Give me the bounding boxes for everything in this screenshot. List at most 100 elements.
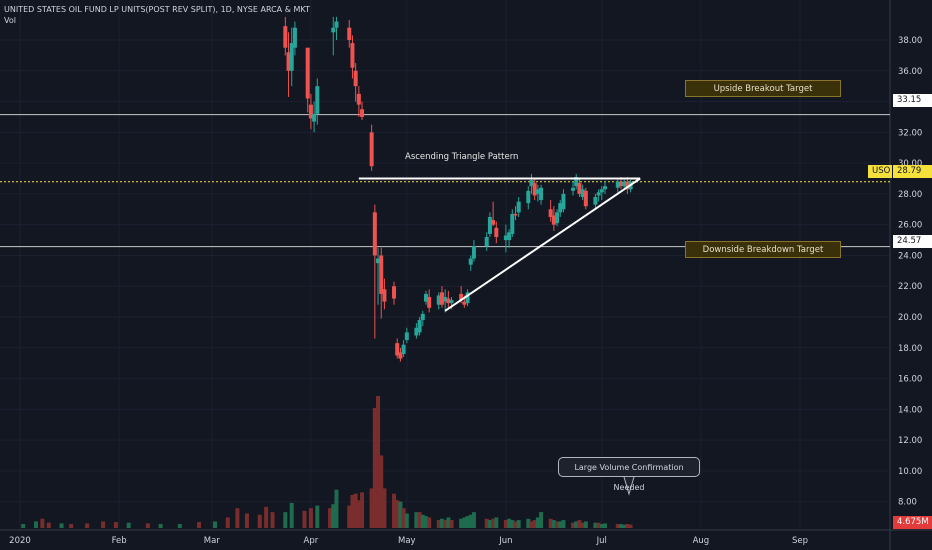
candle-body	[465, 292, 470, 304]
candle-body	[625, 181, 630, 190]
candle-body	[292, 27, 297, 48]
volume-bar	[446, 517, 451, 528]
volume-bar	[197, 522, 202, 528]
volume-bar	[315, 505, 320, 528]
candle-body	[510, 213, 515, 234]
volume-bar	[465, 516, 470, 528]
candle-body	[561, 193, 566, 210]
volume-bar	[507, 518, 512, 528]
volume-bar	[583, 521, 588, 528]
candle-body	[417, 320, 422, 333]
volume-bar	[101, 521, 106, 528]
volume-bar	[302, 510, 307, 528]
volume-bar	[177, 524, 182, 528]
last-price-tag: 28.79	[893, 165, 932, 178]
candle-body	[532, 183, 537, 196]
price-tick-label: 24.00	[898, 251, 922, 261]
candle-body	[334, 21, 339, 28]
price-tick-label: 16.00	[898, 375, 922, 385]
volume-bar	[599, 524, 604, 528]
candle-body	[535, 189, 540, 194]
candle-body	[583, 190, 588, 207]
price-tick-label: 10.00	[898, 467, 922, 477]
candle-body	[503, 235, 508, 241]
downside-target-label: Downside Breakdown Target	[685, 241, 841, 258]
candle-body	[593, 196, 598, 205]
candle-body	[360, 109, 365, 117]
volume-bar	[85, 523, 90, 528]
candle-body	[491, 220, 496, 225]
chart-title: UNITED STATES OIL FUND LP UNITS(POST REV…	[4, 5, 310, 14]
volume-bar	[235, 508, 240, 528]
volume-bar	[555, 521, 560, 528]
candle-body	[414, 327, 419, 336]
candle-body	[350, 43, 355, 68]
volume-bar	[462, 517, 467, 528]
upside-target-label: Upside Breakout Target	[685, 80, 841, 97]
time-tick-label: May	[398, 536, 416, 546]
volume-bar	[270, 512, 275, 528]
volume-bar	[395, 500, 400, 528]
volume-bar	[59, 523, 64, 528]
volume-callout: Large Volume Confirmation Needed	[558, 457, 700, 492]
candle-body	[347, 27, 352, 41]
volume-bar	[484, 518, 489, 528]
candle-body	[580, 189, 585, 197]
time-tick-label: Aug	[693, 536, 710, 546]
callout-pointer	[623, 476, 635, 496]
candle-body	[622, 181, 627, 187]
volume-bar	[449, 520, 454, 528]
volume-label: Vol	[4, 16, 16, 25]
volume-bar	[21, 524, 26, 528]
volume-bar	[558, 521, 563, 528]
time-tick-label: Jul	[596, 536, 607, 546]
upside-level-tag: 33.15	[893, 94, 932, 107]
candle-body	[618, 181, 623, 187]
volume-bar	[404, 513, 409, 528]
volume-bar	[372, 407, 377, 528]
volume-bar	[577, 520, 582, 528]
candle-body	[398, 352, 403, 359]
volume-bar	[535, 517, 540, 528]
price-tick-label: 8.00	[898, 498, 917, 508]
candle-body	[484, 236, 489, 247]
candle-body	[395, 343, 400, 356]
volume-bar	[622, 524, 627, 528]
candle-body	[577, 183, 582, 194]
volume-bar	[593, 522, 598, 528]
candle-body	[603, 186, 607, 190]
volume-bar	[625, 524, 630, 528]
volume-bar	[551, 520, 556, 528]
candle-body	[427, 297, 432, 308]
volume-bar	[376, 396, 381, 528]
price-tick-label: 22.00	[898, 282, 922, 292]
volume-bar	[487, 520, 492, 528]
candle-body	[401, 344, 406, 354]
volume-bar	[532, 520, 537, 528]
volume-bar	[145, 523, 150, 528]
volume-bar	[308, 508, 313, 528]
volume-bar	[427, 517, 432, 528]
time-tick-label: Jun	[498, 536, 512, 546]
candle-body	[571, 187, 576, 191]
candle-body	[487, 216, 492, 234]
price-tick-label: 36.00	[898, 67, 922, 77]
volume-bar	[580, 522, 585, 528]
candle-body	[404, 332, 409, 341]
candle-body	[468, 258, 473, 265]
symbol-tag: USO	[868, 165, 892, 178]
candle-body	[513, 213, 518, 216]
volume-bar	[225, 517, 230, 528]
volume-bar	[244, 513, 249, 528]
volume-bar	[158, 524, 163, 528]
candle-body	[379, 255, 384, 294]
volume-bar	[360, 492, 365, 528]
volume-bar	[420, 514, 425, 528]
volume-bar	[350, 495, 355, 528]
time-tick-label: 2020	[9, 536, 31, 546]
candle-body	[548, 209, 553, 217]
volume-bar	[526, 518, 531, 528]
volume-bar	[417, 512, 422, 528]
time-tick-label: Mar	[204, 536, 221, 546]
candle-body	[423, 293, 428, 302]
